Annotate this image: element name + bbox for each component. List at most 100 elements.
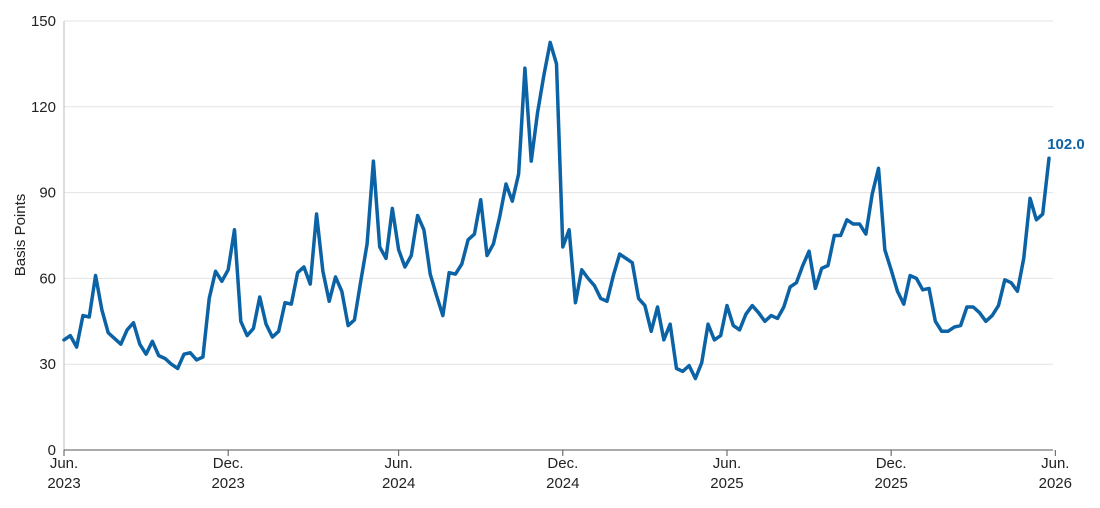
data-point-54 <box>403 265 406 268</box>
data-point-1 <box>69 334 72 337</box>
data-point-144 <box>972 305 975 308</box>
series-line <box>62 40 1051 381</box>
data-point-39 <box>309 283 312 286</box>
data-point-61 <box>448 271 451 274</box>
data-point-17 <box>170 363 173 366</box>
data-point-91 <box>637 297 640 300</box>
data-point-125 <box>852 222 855 225</box>
y-tick-label-30: 30 <box>39 356 56 373</box>
data-point-84 <box>593 284 596 287</box>
data-point-123 <box>839 234 842 237</box>
data-point-101 <box>700 361 703 364</box>
data-point-155 <box>1041 212 1044 215</box>
data-point-24 <box>214 270 217 273</box>
x-tick-labels: Jun. 2023 Dec. 2023 Jun. 2024 Dec. 2024 Jun. 2025… <box>47 455 1072 492</box>
data-point-148 <box>997 304 1000 307</box>
data-point-90 <box>631 261 634 264</box>
data-point-81 <box>574 301 577 304</box>
data-point-115 <box>789 285 792 288</box>
data-point-19 <box>182 353 185 356</box>
y-tick-labels: 0 30 60 90 120 150 <box>31 13 56 459</box>
data-point-46 <box>353 318 356 321</box>
x-tick-label-4: Jun. 2025 <box>710 455 743 492</box>
x-tick-label-2: Jun. 2024 <box>382 455 415 492</box>
data-point-87 <box>612 274 615 277</box>
data-point-30 <box>252 327 255 330</box>
data-point-34 <box>277 330 280 333</box>
data-point-36 <box>290 303 293 306</box>
data-point-47 <box>359 280 362 283</box>
data-point-132 <box>896 290 899 293</box>
data-point-129 <box>877 167 880 170</box>
data-point-8 <box>113 337 116 340</box>
data-point-98 <box>681 370 684 373</box>
data-point-106 <box>732 324 735 327</box>
data-point-49 <box>372 160 375 163</box>
data-point-99 <box>688 364 691 367</box>
data-point-37 <box>296 271 299 274</box>
data-point-60 <box>441 314 444 317</box>
data-point-96 <box>669 323 672 326</box>
data-point-130 <box>883 248 886 251</box>
data-point-141 <box>953 325 956 328</box>
data-point-16 <box>163 357 166 360</box>
data-point-151 <box>1016 290 1019 293</box>
data-point-153 <box>1028 197 1031 200</box>
data-point-142 <box>959 324 962 327</box>
data-point-111 <box>763 320 766 323</box>
data-point-80 <box>568 228 571 231</box>
data-point-44 <box>340 290 343 293</box>
data-point-69 <box>498 215 501 218</box>
data-point-92 <box>643 304 646 307</box>
data-point-64 <box>467 238 470 241</box>
data-point-50 <box>378 245 381 248</box>
end-value-label: 102.0 <box>1047 136 1085 153</box>
data-point-12 <box>138 343 141 346</box>
data-point-51 <box>384 257 387 260</box>
data-point-20 <box>189 351 192 354</box>
data-point-82 <box>580 268 583 271</box>
data-point-67 <box>485 254 488 257</box>
data-point-131 <box>890 268 893 271</box>
data-point-0 <box>62 338 65 341</box>
data-point-152 <box>1022 257 1025 260</box>
data-point-75 <box>536 111 539 114</box>
data-point-3 <box>81 314 84 317</box>
data-point-23 <box>208 297 211 300</box>
data-point-116 <box>795 281 798 284</box>
data-point-2 <box>75 345 78 348</box>
data-point-128 <box>871 192 874 195</box>
data-point-62 <box>454 273 457 276</box>
data-point-104 <box>719 334 722 337</box>
data-point-93 <box>650 330 653 333</box>
data-point-97 <box>675 367 678 370</box>
data-point-4 <box>88 315 91 318</box>
data-point-10 <box>126 328 129 331</box>
axes <box>63 21 1056 456</box>
data-point-150 <box>1010 281 1013 284</box>
data-point-95 <box>662 338 665 341</box>
data-point-71 <box>511 200 514 203</box>
data-point-18 <box>176 367 179 370</box>
data-point-78 <box>555 62 558 65</box>
x-tick-label-3: Dec. 2024 <box>546 455 579 492</box>
data-point-70 <box>504 182 507 185</box>
data-point-26 <box>227 268 230 271</box>
data-point-127 <box>864 232 867 235</box>
y-tick-label-0: 0 <box>48 442 56 459</box>
data-point-43 <box>334 275 337 278</box>
data-point-22 <box>201 355 204 358</box>
data-point-79 <box>561 245 564 248</box>
data-point-110 <box>757 311 760 314</box>
data-point-15 <box>157 354 160 357</box>
data-point-77 <box>549 41 552 44</box>
data-point-76 <box>542 74 545 77</box>
data-point-21 <box>195 358 198 361</box>
data-point-31 <box>258 295 261 298</box>
y-tick-label-120: 120 <box>31 99 56 116</box>
data-point-100 <box>694 377 697 380</box>
data-point-147 <box>991 314 994 317</box>
data-point-156 <box>1047 157 1050 160</box>
data-point-74 <box>530 160 533 163</box>
data-point-113 <box>776 317 779 320</box>
